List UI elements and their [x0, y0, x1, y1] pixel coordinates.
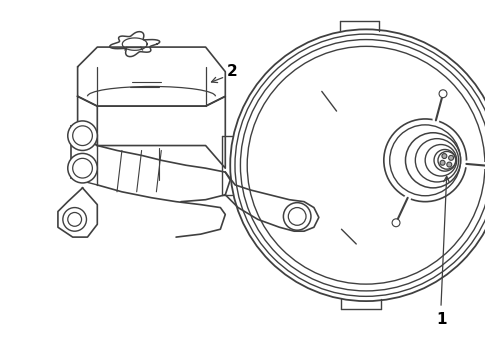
Circle shape — [68, 153, 97, 183]
Circle shape — [68, 121, 97, 150]
Circle shape — [424, 145, 456, 176]
Circle shape — [391, 219, 399, 227]
Circle shape — [414, 139, 458, 182]
Circle shape — [438, 90, 446, 98]
Circle shape — [63, 208, 86, 231]
Circle shape — [446, 162, 451, 167]
Circle shape — [433, 149, 455, 171]
Circle shape — [383, 119, 466, 202]
Circle shape — [447, 156, 453, 160]
Circle shape — [283, 203, 310, 230]
Circle shape — [439, 160, 444, 165]
Circle shape — [230, 30, 488, 301]
Text: 1: 1 — [436, 312, 446, 327]
Circle shape — [437, 152, 455, 169]
Circle shape — [405, 133, 460, 188]
Circle shape — [441, 154, 446, 158]
Text: 2: 2 — [226, 64, 237, 79]
